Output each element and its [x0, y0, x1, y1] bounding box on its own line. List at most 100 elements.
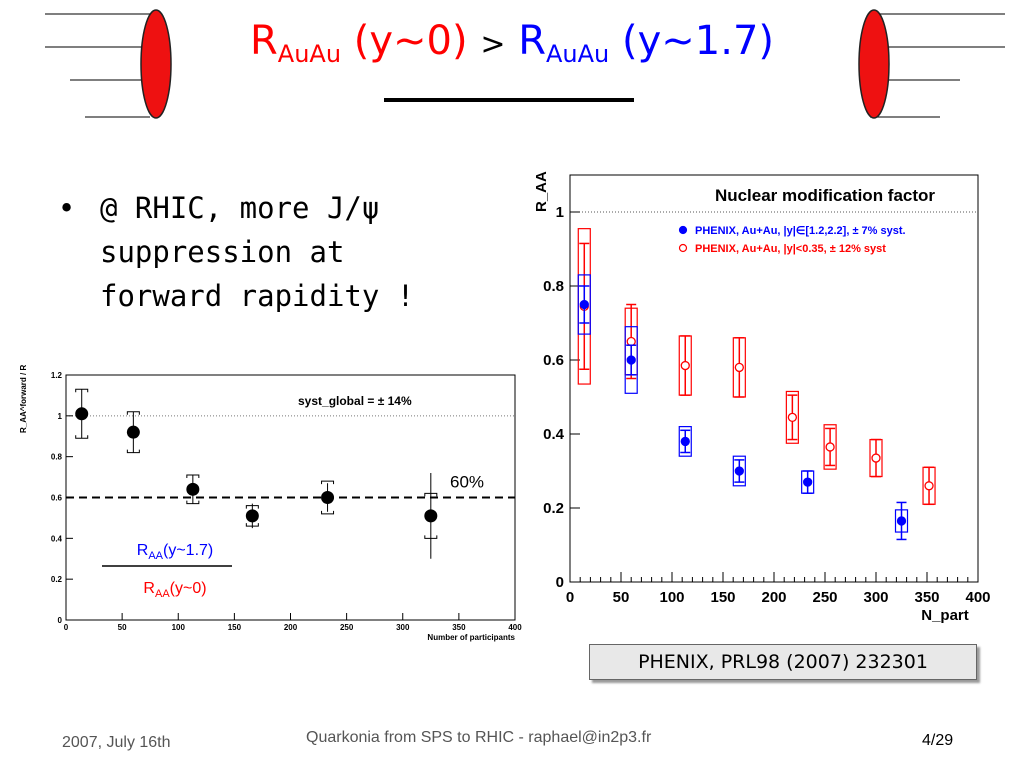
- data-point: [734, 362, 744, 373]
- y-tick-label: 0: [556, 574, 564, 591]
- title-cond1: (y~0): [353, 18, 468, 64]
- title-r1: R: [249, 18, 278, 64]
- data-point: [924, 481, 934, 491]
- chart-title: Nuclear modification factor: [715, 186, 935, 205]
- x-tick-label: 250: [812, 589, 837, 606]
- data-point: [626, 355, 636, 365]
- data-point: [871, 453, 881, 463]
- bullet-text: @ RHIC, more J/ψ suppression at forward …: [100, 191, 415, 313]
- reference-line-label: 60%: [450, 473, 484, 492]
- data-point: [680, 436, 690, 447]
- footer-center: Quarkonia from SPS to RHIC - raphael@in2…: [306, 729, 652, 746]
- syst-box: [785, 390, 799, 444]
- x-tick-label: 250: [340, 623, 354, 632]
- title-sub1: AuAu: [277, 40, 342, 68]
- ratio-denominator: RAA(y~0): [143, 580, 206, 600]
- ratio-denominator-part: (y~0): [170, 580, 207, 597]
- syst-bracket: [321, 480, 335, 485]
- x-tick-label: 300: [863, 589, 888, 606]
- data-point: [803, 477, 813, 487]
- x-tick-label: 0: [566, 589, 574, 606]
- x-tick-label: 100: [659, 589, 684, 606]
- title-r2: R: [518, 18, 546, 64]
- y-tick-label: 0.8: [543, 278, 564, 295]
- y-tick-label: 1: [58, 412, 63, 421]
- syst-bracket: [126, 449, 140, 454]
- data-point: [424, 509, 438, 523]
- syst-bracket: [186, 500, 200, 505]
- x-tick-label: 200: [284, 623, 298, 632]
- y-tick-label: 1.2: [51, 371, 63, 380]
- syst-box: [624, 326, 638, 394]
- syst-bracket: [186, 474, 200, 479]
- y-tick-label: 0.4: [543, 426, 565, 443]
- y-tick-label: 0.2: [543, 500, 564, 517]
- data-point: [245, 509, 259, 523]
- x-axis-label: Number of participants: [427, 633, 515, 642]
- syst-box: [823, 424, 837, 470]
- syst-bracket: [126, 411, 140, 415]
- citation-box: PHENIX, PRL98 (2007) 232301: [589, 644, 977, 680]
- y-axis-label: R_AA: [533, 171, 550, 212]
- ratio-numerator-part: R: [137, 542, 149, 559]
- plot-frame: [569, 174, 979, 583]
- data-point: [896, 516, 907, 526]
- x-tick-label: 350: [914, 589, 939, 606]
- data-point: [126, 425, 140, 439]
- syst-bracket: [75, 435, 89, 439]
- data-point: [75, 407, 89, 421]
- ratio-numerator: RAA(y~1.7): [137, 542, 214, 562]
- x-tick-label: 150: [710, 589, 735, 606]
- x-tick-label: 350: [452, 623, 466, 632]
- ratio-numerator-part: (y~1.7): [163, 542, 213, 559]
- data-point: [579, 299, 589, 310]
- slide-title: RAuAu (y~0) > RAuAu (y~1.7): [0, 18, 1024, 68]
- x-tick-label: 150: [228, 623, 242, 632]
- data-point: [626, 336, 636, 347]
- syst-bracket: [321, 510, 335, 515]
- chart-raa-vs-npart: 0 50 100 150 200 250 300 350 400 0 0.2 0.4 0.6 0.8 1 R_…: [533, 171, 991, 624]
- data-point: [787, 412, 798, 423]
- data-point: [186, 482, 200, 496]
- syst-box: [732, 455, 746, 487]
- footer-page: 4/29: [922, 732, 954, 749]
- y-tick-label: 0.6: [543, 352, 564, 369]
- title-underline: [384, 98, 634, 102]
- y-tick-label: 1: [556, 204, 564, 221]
- syst-annotation: syst_global = ± 14%: [298, 394, 412, 408]
- y-tick-label: 0.8: [51, 453, 63, 462]
- syst-bracket: [424, 535, 438, 539]
- ratio-denominator-part: R: [143, 580, 155, 597]
- footer-date: 2007, July 16th: [62, 734, 171, 751]
- data-point: [680, 360, 690, 371]
- x-tick-label: 400: [508, 623, 522, 632]
- data-point: [321, 491, 335, 504]
- x-tick-label: 400: [965, 589, 990, 606]
- syst-bracket: [245, 523, 259, 527]
- y-tick-label: 0: [58, 616, 63, 625]
- x-tick-label: 0: [64, 623, 69, 632]
- x-tick-label: 300: [396, 623, 410, 632]
- ratio-numerator-part: AA: [148, 550, 163, 562]
- syst-bracket: [245, 505, 259, 509]
- legend-marker: [678, 243, 688, 253]
- syst-box: [577, 274, 591, 335]
- x-tick-label: 50: [613, 589, 630, 606]
- legend-marker: [678, 225, 688, 235]
- ratio-denominator-part: AA: [155, 588, 170, 600]
- detector-right: [858, 9, 1005, 119]
- bullet-marker: •: [58, 191, 76, 225]
- detector-left: [45, 9, 172, 119]
- title-sub2: AuAu: [546, 40, 610, 68]
- legend-entry: PHENIX, Au+Au, |y|<0.35, ± 12% syst: [695, 243, 886, 255]
- data-point: [734, 466, 744, 476]
- legend-entry: PHENIX, Au+Au, |y|∈[1.2,2.2], ± 7% syst.: [695, 225, 906, 237]
- x-axis-label: N_part: [921, 607, 969, 624]
- y-axis-label: R_AA^forward / R_AA^mid: [19, 365, 28, 433]
- x-tick-label: 200: [761, 589, 786, 606]
- y-tick-label: 0.4: [51, 534, 63, 543]
- data-point: [825, 442, 835, 452]
- x-tick-label: 100: [172, 623, 186, 632]
- y-tick-label: 0.6: [51, 494, 63, 503]
- syst-bracket: [424, 492, 438, 497]
